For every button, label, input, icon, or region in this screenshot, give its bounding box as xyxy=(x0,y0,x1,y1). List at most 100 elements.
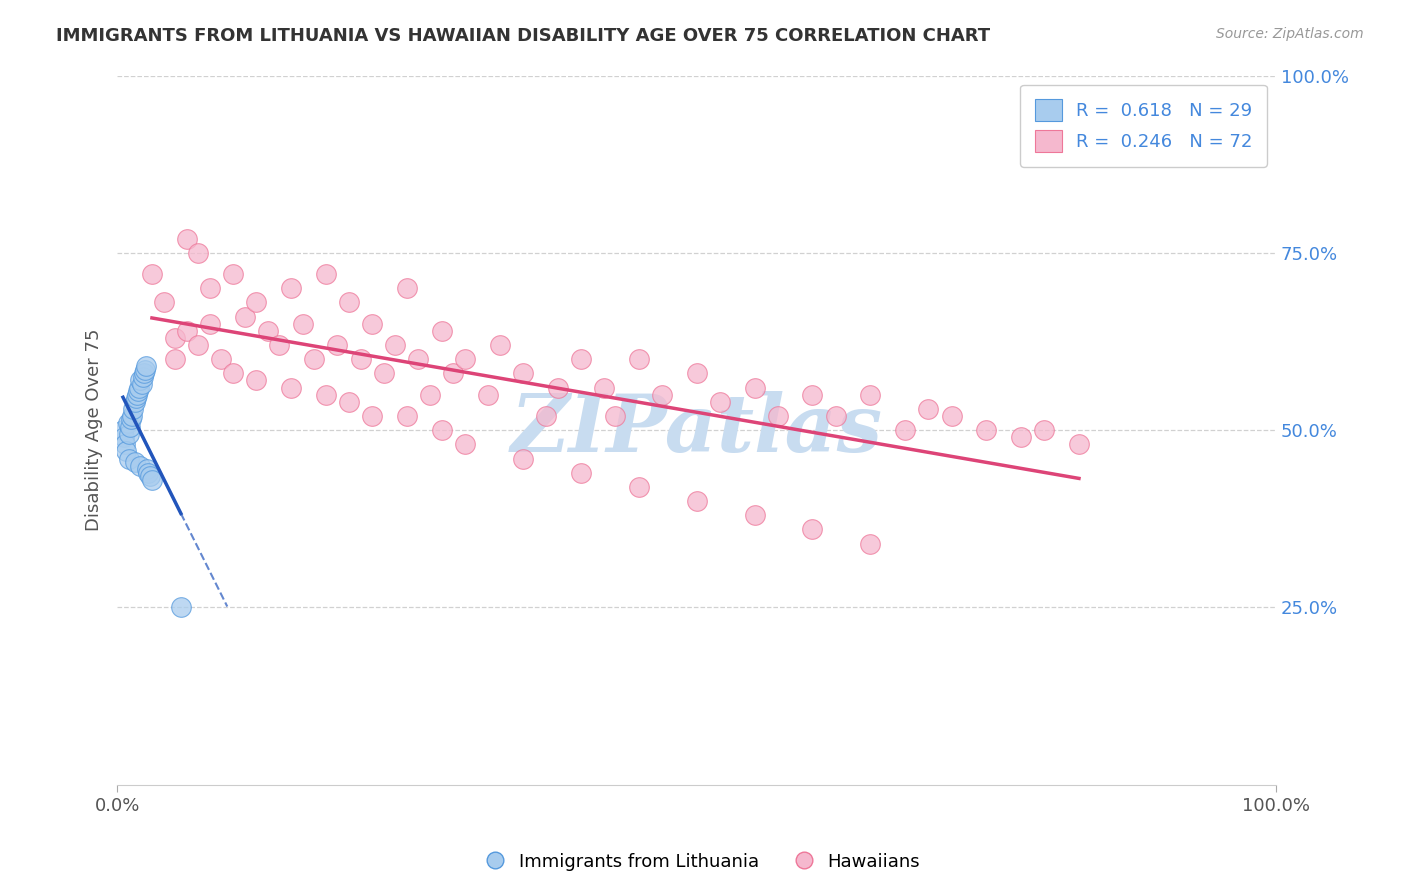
Point xyxy=(124,455,146,469)
Point xyxy=(129,374,152,388)
Point xyxy=(152,295,174,310)
Point xyxy=(198,317,221,331)
Point xyxy=(1067,437,1090,451)
Point xyxy=(430,324,453,338)
Point xyxy=(766,409,789,423)
Point xyxy=(245,374,267,388)
Point xyxy=(280,281,302,295)
Point xyxy=(592,381,614,395)
Point xyxy=(132,367,155,381)
Point xyxy=(165,352,187,367)
Point xyxy=(627,480,650,494)
Point xyxy=(408,352,430,367)
Point xyxy=(824,409,846,423)
Point xyxy=(222,367,245,381)
Text: Source: ZipAtlas.com: Source: ZipAtlas.com xyxy=(1216,27,1364,41)
Point xyxy=(131,377,153,392)
Point xyxy=(395,409,418,423)
Point xyxy=(135,359,157,374)
Point xyxy=(894,423,917,437)
Point xyxy=(222,267,245,281)
Point xyxy=(1010,430,1032,444)
Point xyxy=(547,381,569,395)
Point xyxy=(709,394,731,409)
Point xyxy=(859,536,882,550)
Point xyxy=(801,387,824,401)
Point xyxy=(129,458,152,473)
Point xyxy=(627,352,650,367)
Point xyxy=(373,367,395,381)
Point xyxy=(165,331,187,345)
Point xyxy=(122,401,145,416)
Point xyxy=(141,473,163,487)
Point xyxy=(170,600,193,615)
Text: IMMIGRANTS FROM LITHUANIA VS HAWAIIAN DISABILITY AGE OVER 75 CORRELATION CHART: IMMIGRANTS FROM LITHUANIA VS HAWAIIAN DI… xyxy=(56,27,990,45)
Point xyxy=(361,317,384,331)
Point xyxy=(118,451,141,466)
Point xyxy=(744,381,766,395)
Point xyxy=(685,367,707,381)
Point xyxy=(569,352,592,367)
Point xyxy=(211,352,233,367)
Point xyxy=(187,338,209,352)
Point xyxy=(512,451,534,466)
Point xyxy=(269,338,291,352)
Point xyxy=(115,444,138,458)
Point xyxy=(395,281,418,295)
Point xyxy=(941,409,963,423)
Point xyxy=(111,423,134,437)
Point xyxy=(124,394,146,409)
Point xyxy=(859,387,882,401)
Point xyxy=(280,381,302,395)
Point xyxy=(488,338,510,352)
Point xyxy=(131,370,153,384)
Point xyxy=(477,387,499,401)
Point xyxy=(118,426,141,441)
Text: ZIPatlas: ZIPatlas xyxy=(510,392,883,469)
Point xyxy=(114,437,136,451)
Point xyxy=(454,437,477,451)
Point xyxy=(291,317,314,331)
Point xyxy=(974,423,997,437)
Point xyxy=(117,416,139,430)
Point xyxy=(118,419,141,434)
Point xyxy=(315,387,337,401)
Point xyxy=(1033,423,1056,437)
Point xyxy=(176,324,198,338)
Point xyxy=(315,267,337,281)
Point xyxy=(534,409,557,423)
Point xyxy=(198,281,221,295)
Point xyxy=(187,245,209,260)
Legend: Immigrants from Lithuania, Hawaiians: Immigrants from Lithuania, Hawaiians xyxy=(479,846,927,879)
Point xyxy=(419,387,441,401)
Point xyxy=(605,409,627,423)
Legend: R =  0.618   N = 29, R =  0.246   N = 72: R = 0.618 N = 29, R = 0.246 N = 72 xyxy=(1021,85,1267,167)
Point xyxy=(384,338,406,352)
Point xyxy=(569,466,592,480)
Point xyxy=(138,469,160,483)
Point xyxy=(454,352,477,367)
Point xyxy=(125,391,148,405)
Point xyxy=(245,295,267,310)
Point xyxy=(685,494,707,508)
Point xyxy=(176,232,198,246)
Point xyxy=(302,352,325,367)
Point xyxy=(326,338,349,352)
Point xyxy=(430,423,453,437)
Point xyxy=(744,508,766,523)
Point xyxy=(441,367,464,381)
Point xyxy=(134,363,156,377)
Point xyxy=(128,381,150,395)
Point xyxy=(120,412,142,426)
Point xyxy=(917,401,939,416)
Point xyxy=(651,387,673,401)
Point xyxy=(337,295,360,310)
Point xyxy=(256,324,278,338)
Y-axis label: Disability Age Over 75: Disability Age Over 75 xyxy=(86,329,103,532)
Point xyxy=(361,409,384,423)
Point xyxy=(112,430,135,444)
Point xyxy=(512,367,534,381)
Point xyxy=(337,394,360,409)
Point xyxy=(121,409,143,423)
Point xyxy=(801,523,824,537)
